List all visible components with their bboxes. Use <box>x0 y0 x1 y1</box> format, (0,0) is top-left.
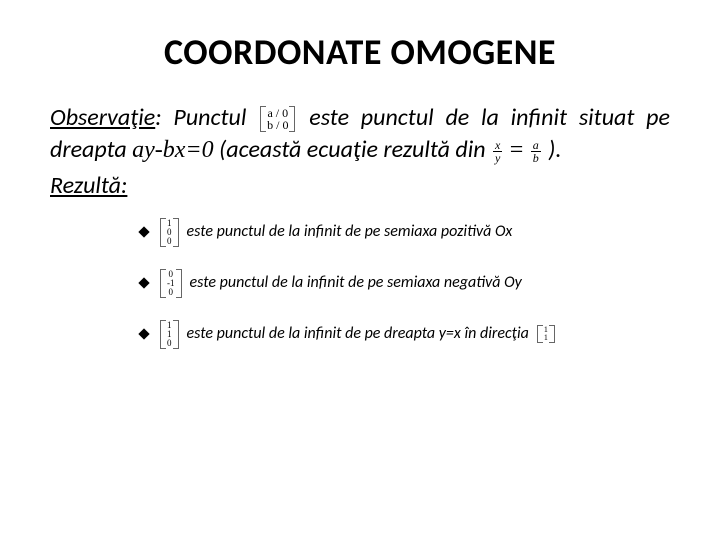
point-vector-oy: 0 -1 0 <box>160 269 182 298</box>
point-vector-main: a / 0 b / 0 <box>260 106 295 132</box>
bullet-text-yx: este punctul de la infinit de pe dreapta… <box>187 324 529 345</box>
b0-v2: 0 <box>167 237 172 246</box>
bullet-diamond-icon <box>138 227 149 238</box>
list-item: 0 -1 0 este punctul de la infinit de pe … <box>140 269 670 298</box>
list-item: 1 1 0 este punctul de la infinit de pe d… <box>140 320 670 349</box>
frac2-den: b <box>531 152 541 164</box>
list-item: 1 0 0 este punctul de la infinit de pe s… <box>140 218 670 247</box>
fraction-xy: x y <box>493 139 502 164</box>
bullet-text-oy: este punctul de la infinit de pe semiaxa… <box>190 273 522 294</box>
bullet-text-ox: este punctul de la infinit de pe semiaxa… <box>187 222 513 243</box>
page-title: COORDONATE OMOGENE <box>50 30 670 74</box>
b2-v2: 0 <box>167 339 172 348</box>
vec-main-r1: b / 0 <box>267 119 288 131</box>
para-text-1: : Punctul <box>155 103 258 132</box>
line-equation: ay-bx=0 <box>132 137 214 163</box>
fraction-ab: a b <box>531 139 541 164</box>
frac1-den: y <box>493 152 502 164</box>
point-vector-yx: 1 1 0 <box>160 320 179 349</box>
observation-paragraph: Observaţie: Punctul a / 0 b / 0 este pun… <box>50 102 670 167</box>
equals-sign: = <box>510 137 524 163</box>
observation-label: Observaţie <box>50 103 155 132</box>
direction-vector: 1 1 <box>537 325 555 343</box>
bullet-diamond-icon <box>138 278 149 289</box>
b2-tv1: 1 <box>544 334 548 342</box>
bullet-diamond-icon <box>138 329 149 340</box>
para-text-3: (această ecuaţie rezultă din <box>214 135 491 164</box>
para-text-4: ). <box>543 135 562 164</box>
bullet-list: 1 0 0 este punctul de la infinit de pe s… <box>50 218 670 349</box>
point-vector-ox: 1 0 0 <box>160 218 179 247</box>
b1-v2: 0 <box>169 288 174 297</box>
results-label: Rezultă: <box>50 171 670 200</box>
